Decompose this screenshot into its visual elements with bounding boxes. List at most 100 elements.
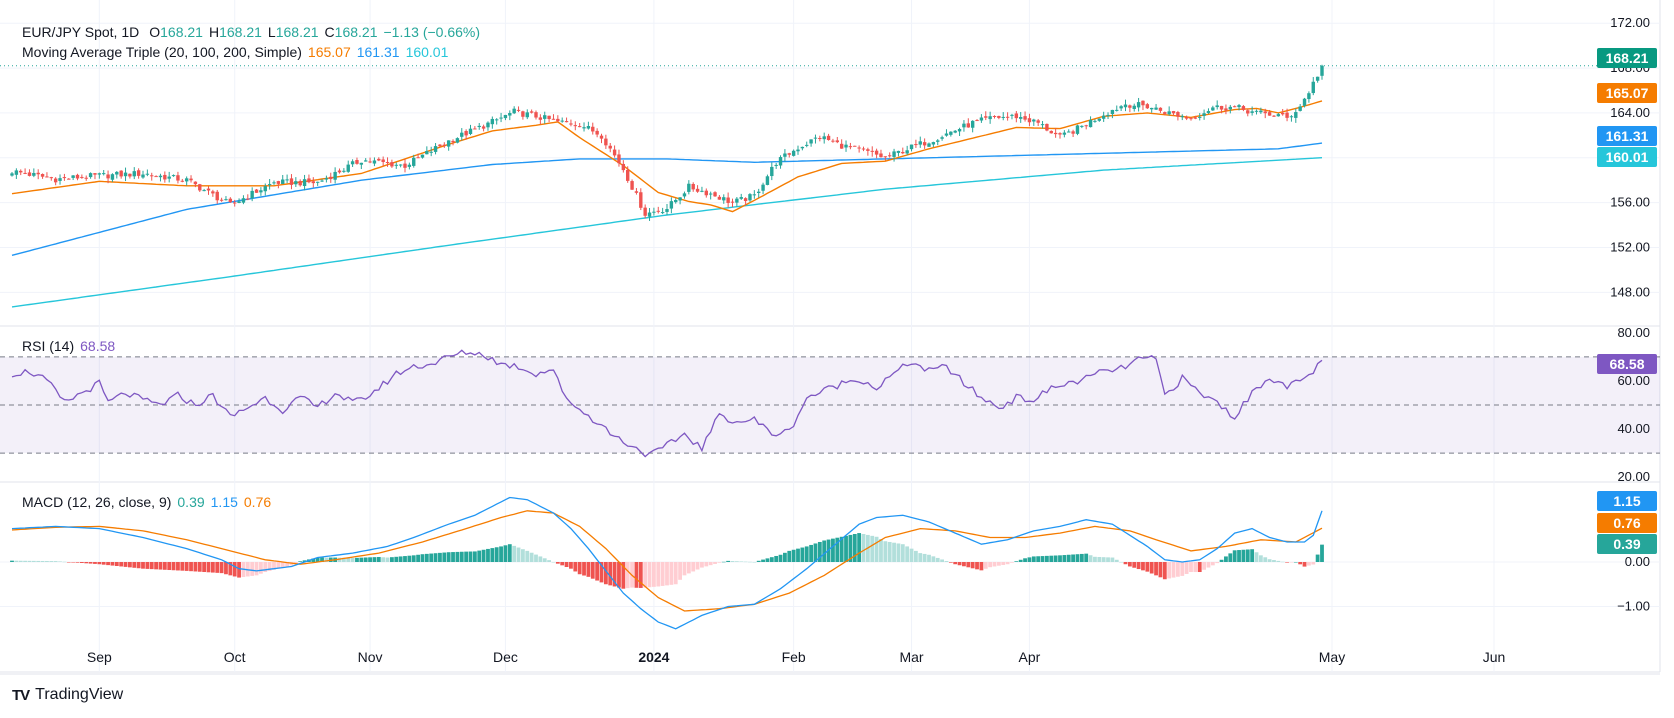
macd-histogram-bar: [451, 552, 455, 562]
macd-histogram-bar: [970, 562, 975, 569]
macd-histogram-bar: [905, 546, 910, 562]
macd-histogram-bar: [341, 557, 346, 562]
candle-body: [1184, 117, 1189, 119]
candle-body: [438, 144, 442, 147]
candle-body: [962, 123, 966, 128]
candle-body: [914, 144, 918, 146]
rsi-tick-label: 20.00: [1617, 469, 1650, 484]
candle-body: [250, 190, 254, 199]
candle-body: [831, 140, 835, 142]
footer-brand[interactable]: TV TradingView: [12, 686, 123, 704]
macd-histogram-bar: [62, 561, 67, 563]
rsi-tick-label: 80.00: [1617, 325, 1650, 340]
macd-histogram-bar: [691, 562, 696, 572]
candle-body: [621, 163, 626, 171]
candle-body: [311, 181, 315, 184]
candle-body: [1014, 113, 1019, 119]
ma200-badge-text: 160.01: [1606, 149, 1649, 165]
macd-histogram-bar: [726, 560, 731, 562]
candle-body: [267, 184, 272, 186]
macd-histogram-bar: [101, 562, 106, 565]
candle-body: [14, 170, 19, 175]
macd-histogram-bar: [1302, 562, 1307, 567]
macd-histogram-bar: [1023, 558, 1027, 562]
macd-histogram-bar: [202, 562, 207, 573]
macd-tick-label: 0.00: [1625, 554, 1650, 569]
macd-histogram-bar: [210, 562, 215, 573]
macd-histogram-bar: [1267, 559, 1272, 562]
candle-body: [975, 120, 979, 122]
candle-body: [10, 173, 14, 176]
macd-histogram-bar: [521, 549, 525, 562]
ohlc-close: 168.21: [334, 24, 378, 40]
candle-body: [75, 174, 80, 179]
signal-badge-text: 0.76: [1613, 515, 1640, 531]
macd-histogram-bar: [582, 562, 586, 576]
candle-body: [495, 119, 499, 121]
candle-body: [1272, 115, 1276, 117]
macd-histogram-bar: [1110, 557, 1115, 562]
ma100-value: 161.31: [356, 44, 400, 60]
candle-body: [1219, 105, 1224, 110]
candle-body: [573, 125, 577, 127]
macd-histogram-bar: [276, 562, 281, 569]
tradingview-logo-icon: TV: [12, 686, 30, 704]
macd-histogram-bar: [503, 545, 508, 562]
price-candles[interactable]: [10, 64, 1324, 221]
candle-body: [276, 181, 281, 184]
macd-histogram-bar: [224, 562, 228, 575]
macd-histogram-bar: [472, 551, 477, 562]
candle-body: [1289, 116, 1294, 118]
candle-body: [285, 179, 289, 181]
macd-histogram-bar: [464, 551, 469, 562]
candle-body: [163, 174, 167, 180]
candle-body: [652, 211, 656, 213]
macd-histogram-bar: [272, 562, 276, 570]
macd-histogram-bar: [477, 550, 482, 562]
candle-body: [1315, 76, 1320, 81]
candle-body: [420, 154, 425, 158]
candle-body: [36, 172, 40, 175]
candle-body: [246, 198, 250, 200]
candle-body: [1320, 65, 1324, 76]
histogram-badge: [1597, 534, 1657, 554]
candle-body: [1150, 107, 1154, 110]
candle-body: [608, 145, 612, 149]
macd-histogram-bar: [1162, 562, 1167, 580]
macd-histogram-bar: [761, 559, 765, 562]
macd-histogram-bar: [1215, 562, 1220, 564]
macd-histogram-bar: [490, 548, 495, 562]
candle-body: [442, 144, 446, 146]
candle-body: [198, 184, 202, 191]
candle-body: [263, 186, 267, 192]
macd-histogram-bar: [1228, 553, 1233, 562]
macd-histogram-bar: [1293, 562, 1298, 563]
candle-body: [1071, 131, 1075, 134]
macd-histogram-bar: [228, 562, 233, 576]
macd-histogram-bar: [874, 536, 879, 562]
price-tick-label: 148.00: [1610, 284, 1650, 299]
macd-histogram-bar: [1189, 562, 1193, 573]
price-tick-label: 152.00: [1610, 240, 1650, 255]
macd-histogram-bar: [822, 540, 827, 562]
candle-body: [1032, 119, 1036, 122]
macd-histogram-bar: [79, 562, 84, 563]
macd-signal-line: [11, 510, 1323, 612]
macd-histogram-bar: [1154, 562, 1158, 576]
macd-histogram-bar: [189, 562, 193, 572]
candle-body: [23, 172, 27, 174]
candle-body: [136, 170, 141, 176]
macd-histogram-bar: [861, 534, 866, 562]
macd-histogram-bar: [1193, 562, 1198, 573]
candle-body: [774, 164, 778, 166]
macd-histogram-bar: [892, 542, 896, 562]
macd-histogram-bar: [992, 562, 997, 567]
candle-body: [202, 190, 206, 192]
macd-histogram-bar: [996, 562, 1001, 566]
macd-histogram-bar: [682, 562, 687, 576]
ma200-line: [11, 157, 1323, 308]
macd-histogram-bar: [1167, 562, 1172, 579]
macd-histogram-bar: [206, 562, 211, 573]
macd-histogram-bar: [835, 537, 840, 562]
